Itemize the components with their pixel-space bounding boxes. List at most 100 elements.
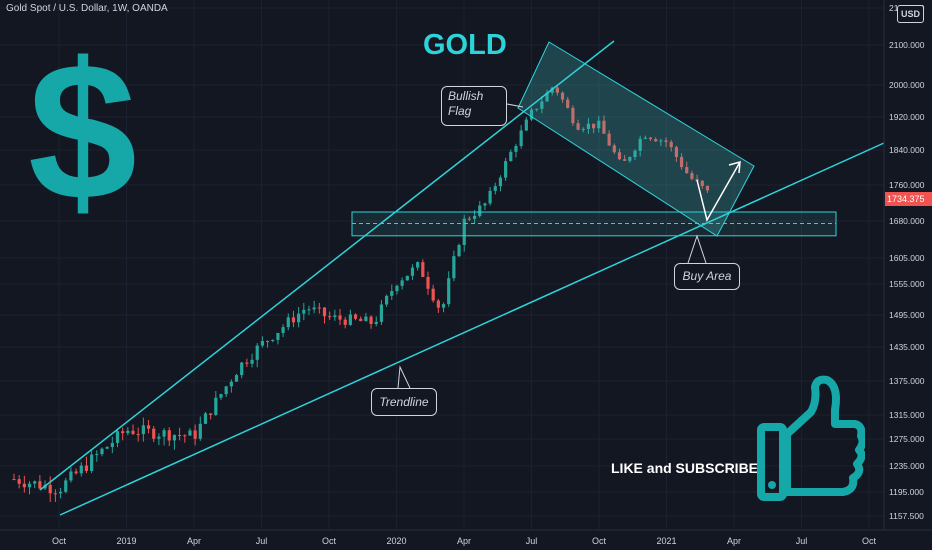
candle-body xyxy=(297,313,301,323)
candle-body xyxy=(529,109,534,120)
candle-body xyxy=(183,435,187,437)
candle-body xyxy=(669,141,673,148)
y-tick-label: 1315.000 xyxy=(889,410,925,420)
candle-body xyxy=(705,185,710,191)
candle-body xyxy=(281,327,285,334)
y-tick-label: 1435.000 xyxy=(889,342,925,352)
y-tick-label: 1157.500 xyxy=(889,511,924,521)
candle-body xyxy=(504,161,508,178)
candle-body xyxy=(540,101,544,109)
x-tick-label: Oct xyxy=(592,536,607,546)
upper-trendline xyxy=(39,40,615,491)
candle-body xyxy=(48,484,52,494)
currency-badge[interactable]: USD xyxy=(897,5,924,23)
candle-body xyxy=(643,137,647,139)
candle-body xyxy=(178,435,182,437)
like-subscribe-text: LIKE and SUBSCRIBE xyxy=(611,460,759,476)
candle-body xyxy=(328,316,332,318)
candle-body xyxy=(162,430,166,437)
candle-body xyxy=(276,333,280,340)
candle-body xyxy=(100,448,104,455)
x-tick-label: Oct xyxy=(862,536,877,546)
thumbs-up-icon xyxy=(757,375,865,501)
candle-body xyxy=(700,180,704,186)
x-tick-label: Jul xyxy=(796,536,808,546)
y-tick-label: 1375.000 xyxy=(889,376,925,386)
y-tick-label: 2000.000 xyxy=(889,80,925,90)
candle-body xyxy=(467,218,471,220)
candle-body xyxy=(167,430,171,441)
y-tick-label: 1840.000 xyxy=(889,145,925,155)
candle-body xyxy=(348,314,352,325)
candle-body xyxy=(436,300,440,308)
candle-body xyxy=(498,177,503,187)
candle-body xyxy=(576,123,580,130)
x-tick-label: Apr xyxy=(727,536,741,546)
y-tick-label: 1920.000 xyxy=(889,112,925,122)
x-tick-label: Apr xyxy=(187,536,201,546)
candle-body xyxy=(69,471,73,481)
candle-body xyxy=(33,481,37,484)
candle-body xyxy=(105,447,109,449)
candle-body xyxy=(441,304,446,308)
candle-body xyxy=(488,190,492,204)
x-tick-label: Jul xyxy=(526,536,538,546)
last-price-label: 1734.375 xyxy=(885,192,932,206)
candle-body xyxy=(452,256,456,279)
candle-body xyxy=(514,146,518,152)
candle-body xyxy=(457,245,461,257)
time-axis[interactable]: Oct 2019 Apr Jul Oct 2020 Apr Jul Oct 2021 Apr Jul O… xyxy=(0,529,932,546)
candle-body xyxy=(312,307,316,310)
x-tick-label: Apr xyxy=(457,536,471,546)
candle-body xyxy=(472,215,477,219)
candle-body xyxy=(421,262,425,277)
candle-body xyxy=(333,315,337,318)
candle-body xyxy=(110,442,114,448)
candle-body xyxy=(659,140,663,142)
candle-body xyxy=(136,434,140,436)
candle-body xyxy=(628,157,632,161)
candle-body xyxy=(638,138,642,151)
candle-body xyxy=(95,454,99,456)
candle-body xyxy=(695,178,699,181)
projection-arrowhead xyxy=(728,160,741,174)
candle-body xyxy=(648,137,653,140)
candle-body xyxy=(416,262,420,268)
candle-body xyxy=(566,99,570,108)
x-tick-label: 2021 xyxy=(656,536,676,546)
candle-body xyxy=(12,479,16,480)
candle-body xyxy=(152,428,156,439)
candle-body xyxy=(255,345,259,360)
candle-body xyxy=(555,87,559,93)
candle-body xyxy=(535,108,539,110)
candle-body xyxy=(172,435,177,441)
candle-body xyxy=(121,431,125,434)
candle-body xyxy=(188,430,192,436)
candle-body xyxy=(343,319,347,325)
candle-body xyxy=(157,436,161,439)
buy-area-callout: Buy Area xyxy=(674,263,740,290)
drawing-overlays xyxy=(39,40,885,516)
price-axis[interactable]: 2180.0002100.0002000.0001920.0001840.000… xyxy=(883,0,925,530)
candle-body xyxy=(617,152,622,160)
candle-body xyxy=(17,479,21,484)
candle-body xyxy=(209,413,213,415)
candle-body xyxy=(229,381,233,387)
candle-body xyxy=(260,341,264,346)
candle-body xyxy=(431,288,435,301)
buy-area-pointer xyxy=(687,234,707,264)
trendline-callout: Trendline xyxy=(371,388,437,416)
candle-body xyxy=(586,123,591,129)
chart-title-annotation: GOLD xyxy=(423,29,507,61)
candle-body xyxy=(369,316,373,324)
candle-body xyxy=(84,465,89,471)
candle-body xyxy=(265,340,270,342)
dollar-sign-glyph: $ xyxy=(28,22,138,241)
bullish-flag-line-1: Bullish xyxy=(448,89,484,103)
candle-body xyxy=(685,167,689,174)
candle-body xyxy=(623,159,627,161)
candle-body xyxy=(633,150,637,158)
candle-body xyxy=(478,205,482,216)
candle-body xyxy=(607,133,611,146)
candle-body xyxy=(462,218,466,246)
